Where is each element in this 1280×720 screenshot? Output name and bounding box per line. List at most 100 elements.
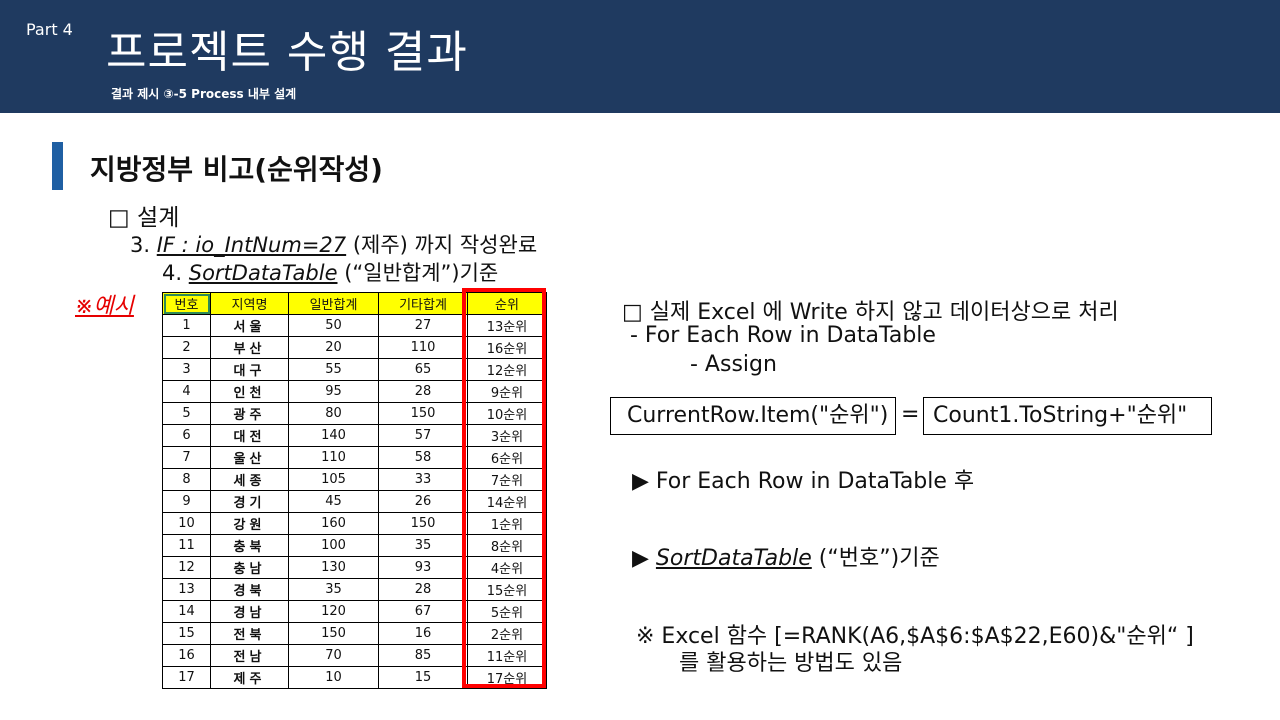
- cell-general-total: 70: [288, 644, 379, 667]
- cell-rank: 10순위: [467, 402, 547, 425]
- cell-region: 충북: [210, 534, 289, 557]
- cell-other-total: 57: [378, 424, 468, 447]
- cell-number: 17: [162, 666, 211, 689]
- cell-rank: 16순위: [467, 336, 547, 359]
- cell-region: 세종: [210, 468, 289, 491]
- table-row: 1 서울 50 27 13순위: [162, 314, 547, 337]
- cell-number: 15: [162, 622, 211, 645]
- cell-region: 울산: [210, 446, 289, 469]
- cell-rank: 9순위: [467, 380, 547, 403]
- table-row: 14 경남 120 67 5순위: [162, 600, 547, 623]
- cell-region: 인천: [210, 380, 289, 403]
- cell-other-total: 58: [378, 446, 468, 469]
- cell-other-total: 93: [378, 556, 468, 579]
- cell-other-total: 65: [378, 358, 468, 381]
- step-4-text: (“일반합계”)기준: [344, 261, 499, 285]
- section-title: 지방정부 비고(순위작성): [90, 153, 383, 186]
- table-row: 9 경기 45 26 14순위: [162, 490, 547, 513]
- example-label: ※예시: [75, 294, 134, 319]
- region-table: 번호 지역명 일반합계 기타합계 순위 1 서울 50 27 13순위 2 부산 20 110 1…: [162, 292, 547, 689]
- cell-region: 제주: [210, 666, 289, 689]
- table-row: 11 충북 100 35 8순위: [162, 534, 547, 557]
- table-row: 2 부산 20 110 16순위: [162, 336, 547, 359]
- cell-region: 충남: [210, 556, 289, 579]
- cell-other-total: 27: [378, 314, 468, 337]
- col-header-other-total: 기타합계: [378, 292, 468, 315]
- cell-other-total: 150: [378, 512, 468, 535]
- cell-rank: 4순위: [467, 556, 547, 579]
- table-row: 3 대구 55 65 12순위: [162, 358, 547, 381]
- cell-general-total: 95: [288, 380, 379, 403]
- cell-number: 1: [162, 314, 211, 337]
- note-no-excel-write: □ 실제 Excel 에 Write 하지 않고 데이터상으로 처리: [622, 300, 1119, 325]
- design-heading: □ 설계: [108, 205, 180, 231]
- cell-general-total: 110: [288, 446, 379, 469]
- cell-other-total: 110: [378, 336, 468, 359]
- cell-number: 2: [162, 336, 211, 359]
- cell-general-total: 130: [288, 556, 379, 579]
- table-row: 13 경북 35 28 15순위: [162, 578, 547, 601]
- part-label: Part 4: [26, 20, 73, 39]
- cell-other-total: 15: [378, 666, 468, 689]
- cell-other-total: 26: [378, 490, 468, 513]
- cell-region: 대구: [210, 358, 289, 381]
- table-row: 6 대전 140 57 3순위: [162, 424, 547, 447]
- cell-other-total: 33: [378, 468, 468, 491]
- cell-number: 4: [162, 380, 211, 403]
- cell-number: 9: [162, 490, 211, 513]
- section-accent-bar: [52, 142, 63, 190]
- sort-note: ▶ SortDataTable (“번호”)기준: [632, 540, 940, 572]
- table-row: 15 전북 150 16 2순위: [162, 622, 547, 645]
- cell-other-total: 16: [378, 622, 468, 645]
- step-4: 4. SortDataTable (“일반합계”)기준: [162, 257, 498, 287]
- col-header-region: 지역명: [210, 292, 289, 315]
- cell-number: 12: [162, 556, 211, 579]
- cell-number: 8: [162, 468, 211, 491]
- note-assign: - Assign: [690, 352, 777, 377]
- cell-general-total: 35: [288, 578, 379, 601]
- cell-region: 부산: [210, 336, 289, 359]
- header-bar: Part 4 프로젝트 수행 결과 결과 제시 ③-5 Process 내부 설…: [0, 0, 1280, 113]
- table-row: 17 제주 10 15 17순위: [162, 666, 547, 689]
- col-header-general-total: 일반합계: [288, 292, 379, 315]
- cell-general-total: 10: [288, 666, 379, 689]
- cell-general-total: 50: [288, 314, 379, 337]
- page-subtitle: 결과 제시 ③-5 Process 내부 설계: [111, 87, 297, 101]
- cell-general-total: 160: [288, 512, 379, 535]
- cell-other-total: 67: [378, 600, 468, 623]
- cell-rank: 12순위: [467, 358, 547, 381]
- table-body: 1 서울 50 27 13순위 2 부산 20 110 16순위 3 대구 55 65 12순위 4 인천 95 2…: [162, 314, 547, 689]
- step-4-number: 4.: [162, 261, 183, 285]
- cell-general-total: 120: [288, 600, 379, 623]
- cell-general-total: 55: [288, 358, 379, 381]
- table-header-row: 번호 지역명 일반합계 기타합계 순위: [162, 292, 547, 315]
- page-title: 프로젝트 수행 결과: [106, 27, 468, 78]
- step-4-code: SortDataTable: [188, 261, 338, 285]
- step-3: 3. IF : io_IntNum=27 (제주) 까지 작성완료: [130, 229, 537, 259]
- cell-general-total: 140: [288, 424, 379, 447]
- cell-rank: 11순위: [467, 644, 547, 667]
- cell-rank: 17순위: [467, 666, 547, 689]
- step-3-number: 3.: [130, 233, 151, 257]
- cell-rank: 7순위: [467, 468, 547, 491]
- table-row: 10 강원 160 150 1순위: [162, 512, 547, 535]
- cell-region: 경남: [210, 600, 289, 623]
- cell-general-total: 105: [288, 468, 379, 491]
- col-header-rank: 순위: [467, 292, 547, 315]
- cell-other-total: 150: [378, 402, 468, 425]
- cell-other-total: 28: [378, 578, 468, 601]
- cell-number: 5: [162, 402, 211, 425]
- cell-general-total: 20: [288, 336, 379, 359]
- cell-region: 서울: [210, 314, 289, 337]
- step-3-text: (제주) 까지 작성완료: [352, 233, 538, 257]
- step-3-code: IF : io_IntNum=27: [156, 233, 347, 257]
- cell-number: 6: [162, 424, 211, 447]
- cell-other-total: 85: [378, 644, 468, 667]
- cell-other-total: 28: [378, 380, 468, 403]
- table-row: 7 울산 110 58 6순위: [162, 446, 547, 469]
- cell-rank: 3순위: [467, 424, 547, 447]
- table-row: 16 전남 70 85 11순위: [162, 644, 547, 667]
- table-row: 5 광주 80 150 10순위: [162, 402, 547, 425]
- cell-rank: 5순위: [467, 600, 547, 623]
- cell-rank: 2순위: [467, 622, 547, 645]
